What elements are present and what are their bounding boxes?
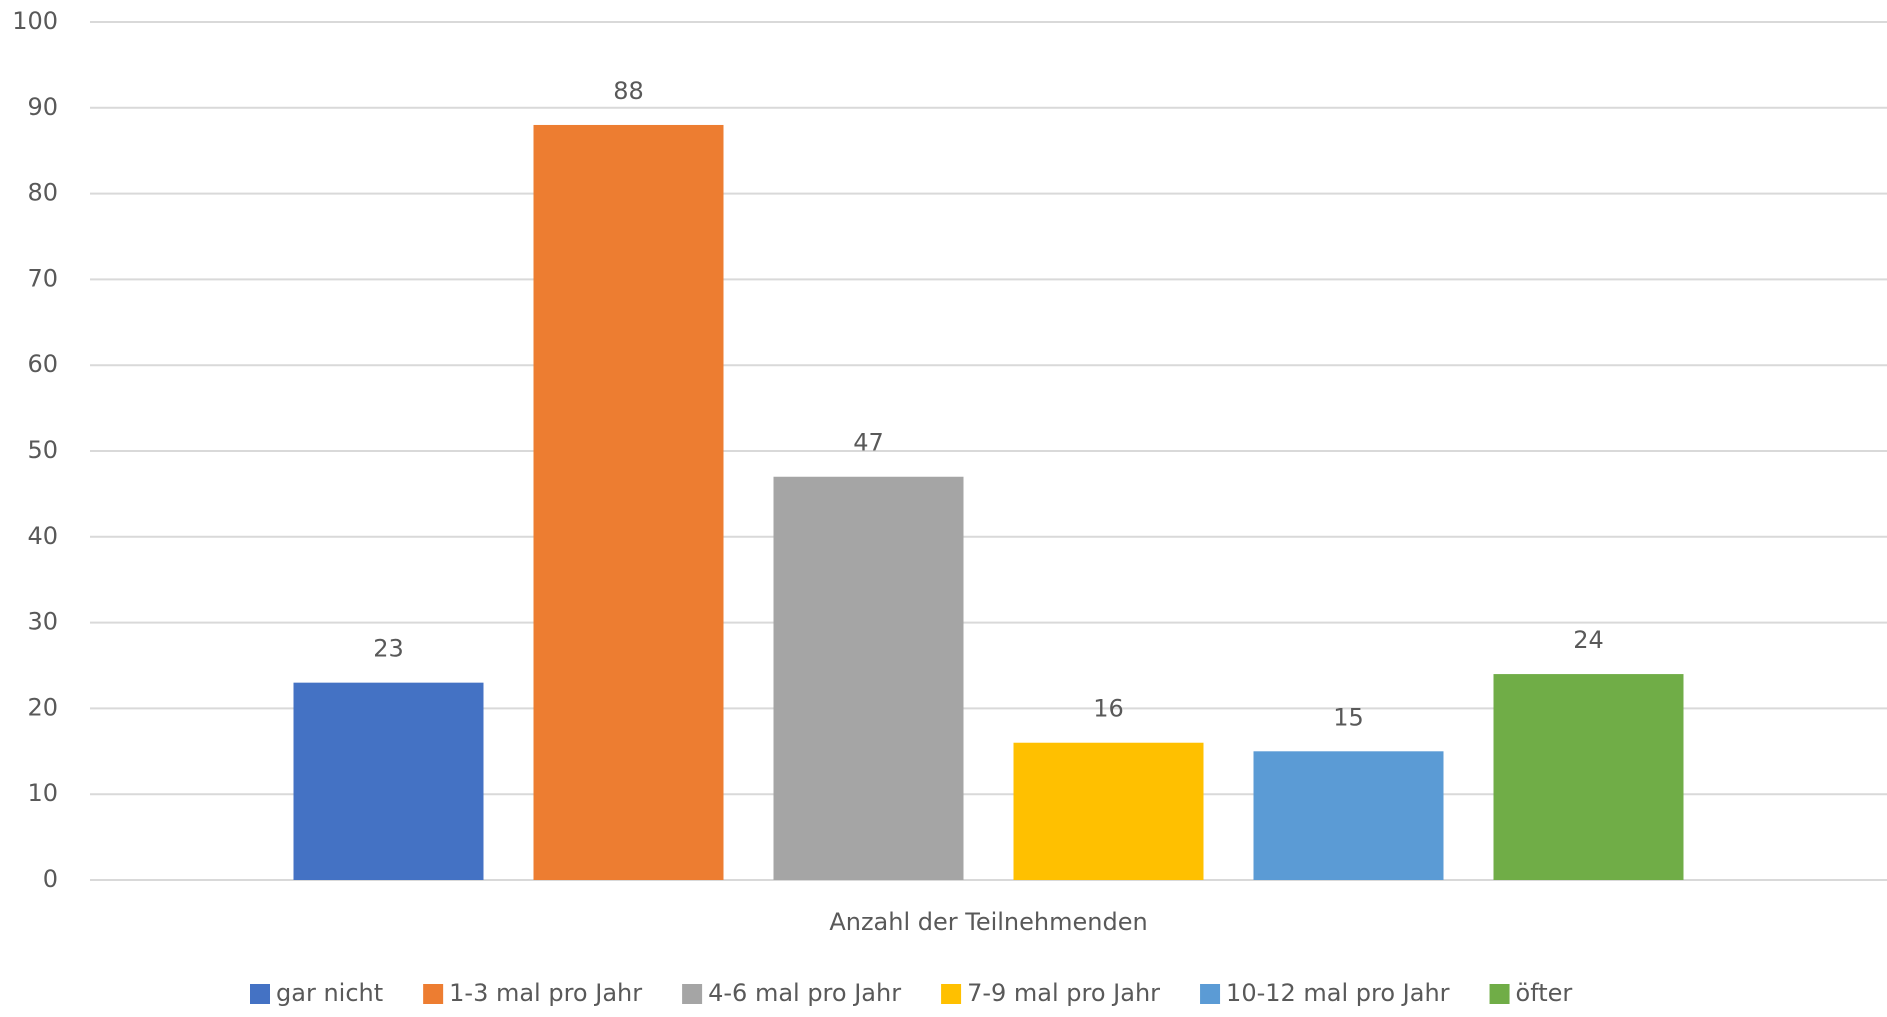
bar — [1013, 742, 1204, 880]
y-tick-label: 60 — [27, 350, 58, 378]
y-tick-label: 90 — [27, 93, 58, 121]
legend-swatch — [1489, 984, 1510, 1004]
legend-swatch — [423, 984, 444, 1004]
data-label: 47 — [853, 429, 884, 457]
legend-swatch — [941, 984, 962, 1004]
y-tick-label: 50 — [27, 436, 58, 464]
x-tick-label: Anzahl der Teilnehmenden — [829, 908, 1147, 936]
y-tick-label: 20 — [27, 693, 58, 721]
legend-label: 4-6 mal pro Jahr — [708, 979, 901, 1007]
legend-label: 1-3 mal pro Jahr — [449, 979, 642, 1007]
legend-swatch — [1200, 984, 1221, 1004]
data-label: 16 — [1093, 695, 1124, 723]
data-label: 15 — [1333, 703, 1364, 731]
legend-label: 10-12 mal pro Jahr — [1226, 979, 1450, 1007]
bar — [533, 124, 724, 880]
legend-label: gar nicht — [276, 979, 383, 1007]
bar — [1253, 751, 1444, 880]
data-label: 24 — [1573, 626, 1604, 654]
legend-swatch — [682, 984, 703, 1004]
y-tick-label: 40 — [27, 522, 58, 550]
bar — [293, 682, 484, 880]
y-tick-label: 70 — [27, 264, 58, 292]
y-tick-label: 10 — [27, 779, 58, 807]
data-label: 23 — [373, 635, 404, 663]
y-tick-label: 100 — [12, 7, 58, 35]
y-tick-label: 30 — [27, 608, 58, 636]
y-tick-label: 0 — [43, 865, 58, 893]
bar — [773, 476, 964, 880]
legend-label: 7-9 mal pro Jahr — [967, 979, 1160, 1007]
bar — [1493, 674, 1684, 880]
legend-swatch — [250, 984, 270, 1004]
legend-label: öfter — [1516, 979, 1573, 1007]
data-label: 88 — [613, 77, 644, 105]
y-tick-label: 80 — [27, 179, 58, 207]
